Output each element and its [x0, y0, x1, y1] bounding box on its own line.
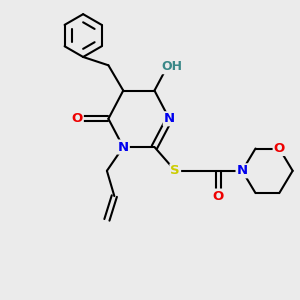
Text: O: O [274, 142, 285, 155]
Text: OH: OH [161, 60, 182, 73]
Text: N: N [164, 112, 175, 125]
Text: S: S [170, 164, 180, 177]
Text: O: O [72, 112, 83, 125]
Text: N: N [237, 164, 248, 177]
Text: N: N [118, 140, 129, 154]
Text: O: O [213, 190, 224, 202]
